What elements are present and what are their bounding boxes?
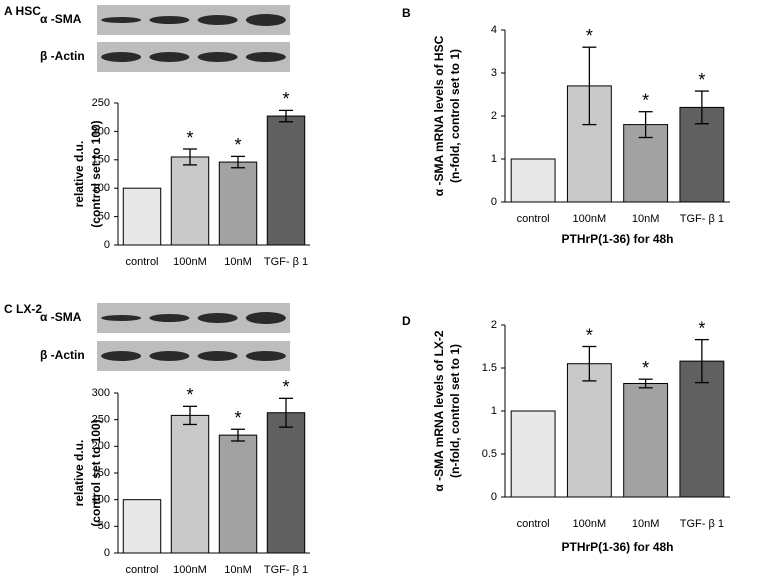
y-axis-label: relative d.u.	[72, 440, 86, 507]
blot-band	[197, 15, 238, 25]
bar	[510, 410, 556, 498]
y-tick-label: 50	[98, 520, 110, 532]
y-tick-label: 0.5	[482, 448, 497, 460]
blot-band	[149, 16, 190, 24]
panel-label: C LX-2	[4, 302, 42, 316]
significance: *	[234, 135, 241, 155]
bar	[170, 156, 210, 246]
x-tick-label: 10nM	[224, 564, 252, 576]
significance: *	[642, 90, 649, 110]
blot-band	[149, 351, 190, 361]
x-tick-label: TGF- β 1	[680, 213, 724, 225]
x-axis-label: PTHrP(1-36) for 48h	[561, 232, 673, 246]
x-tick-label: control	[517, 213, 550, 225]
x-tick-label: control	[125, 256, 158, 268]
blot-band	[149, 314, 190, 322]
bar	[122, 499, 162, 554]
blot-label: β -Actin	[40, 348, 85, 362]
bar	[218, 161, 258, 246]
y-tick-label: 1	[491, 153, 497, 165]
significance: *	[586, 325, 593, 345]
blot-band	[101, 351, 142, 361]
x-tick-label: 100nM	[573, 213, 607, 225]
y-tick-label: 0	[491, 491, 497, 503]
blot-label: α -SMA	[40, 12, 82, 26]
y-tick-label: 100	[92, 182, 110, 194]
y-axis-label: (control set to 100)	[89, 120, 103, 227]
blot-band	[245, 351, 286, 361]
bar	[266, 412, 306, 554]
bar	[170, 414, 210, 554]
y-tick-label: 300	[92, 387, 110, 399]
blot-label: α -SMA	[40, 310, 82, 324]
x-tick-label: TGF- β 1	[264, 256, 308, 268]
y-tick-label: 4	[491, 24, 497, 36]
blot-band	[197, 313, 238, 323]
bar	[266, 115, 306, 246]
significance: *	[282, 377, 289, 397]
bar	[566, 363, 612, 498]
y-axis-label: (control set to 100)	[89, 419, 103, 526]
y-axis-label: (n-fold, control set to 1)	[448, 49, 462, 183]
panel-label: D	[402, 314, 411, 328]
x-tick-label: TGF- β 1	[680, 518, 724, 530]
panel-label: A HSC	[4, 4, 41, 18]
y-tick-label: 0	[104, 239, 110, 251]
significance: *	[282, 89, 289, 109]
x-tick-label: control	[125, 564, 158, 576]
blot-label: β -Actin	[40, 49, 85, 63]
bar	[122, 187, 162, 246]
blot-band	[101, 315, 142, 321]
blot-band	[101, 52, 142, 62]
significance: *	[186, 128, 193, 148]
x-tick-label: TGF- β 1	[264, 564, 308, 576]
x-tick-label: 10nM	[224, 256, 252, 268]
x-tick-label: 100nM	[573, 518, 607, 530]
blot-band	[149, 52, 190, 62]
y-tick-label: 0	[104, 547, 110, 559]
panel-label: B	[402, 6, 411, 20]
bar	[510, 158, 556, 203]
y-tick-label: 250	[92, 97, 110, 109]
significance: *	[234, 408, 241, 428]
x-axis-label: PTHrP(1-36) for 48h	[561, 540, 673, 554]
x-tick-label: 10nM	[632, 518, 660, 530]
y-tick-label: 2	[491, 319, 497, 331]
x-tick-label: 100nM	[173, 256, 207, 268]
y-axis-label: α -SMA mRNA levels of HSC	[432, 35, 446, 196]
y-tick-label: 150	[92, 154, 110, 166]
blot-band	[245, 312, 286, 324]
y-axis-label: (n-fold, control set to 1)	[448, 344, 462, 478]
y-tick-label: 3	[491, 67, 497, 79]
blot-band	[245, 14, 286, 26]
blot-band	[101, 17, 142, 23]
blot-band	[197, 52, 238, 62]
bar	[218, 434, 258, 554]
blot-band	[245, 52, 286, 62]
significance: *	[698, 70, 705, 90]
y-axis-label: α -SMA mRNA levels of LX-2	[432, 330, 446, 492]
y-tick-label: 2	[491, 110, 497, 122]
bar	[623, 382, 669, 498]
y-axis-label: relative d.u.	[72, 141, 86, 208]
y-tick-label: 100	[92, 494, 110, 506]
significance: *	[586, 26, 593, 46]
x-tick-label: control	[517, 518, 550, 530]
y-tick-label: 0	[491, 196, 497, 208]
significance: *	[642, 358, 649, 378]
y-tick-label: 150	[92, 467, 110, 479]
x-tick-label: 10nM	[632, 213, 660, 225]
y-tick-label: 250	[92, 414, 110, 426]
x-tick-label: 100nM	[173, 564, 207, 576]
y-tick-label: 1	[491, 405, 497, 417]
y-tick-label: 200	[92, 125, 110, 137]
y-tick-label: 1.5	[482, 362, 497, 374]
significance: *	[698, 318, 705, 338]
y-tick-label: 50	[98, 211, 110, 223]
bar	[679, 360, 725, 498]
y-tick-label: 200	[92, 440, 110, 452]
significance: *	[186, 385, 193, 405]
blot-band	[197, 351, 238, 361]
